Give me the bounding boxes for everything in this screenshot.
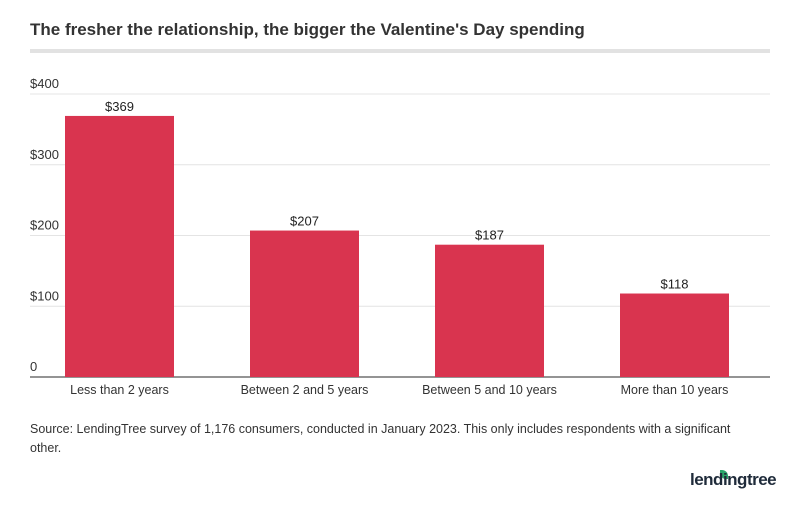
y-tick-label: $100 [30, 288, 59, 303]
y-tick-label: 0 [30, 359, 37, 374]
data-label: $187 [475, 228, 504, 243]
bar [65, 115, 174, 378]
bar [435, 244, 544, 377]
bar-chart: 0 $100 $200 $300 $400 $369 Less than 2 years $2… [30, 76, 770, 397]
x-tick-label: Less than 2 years [70, 383, 169, 397]
y-tick-label: $400 [30, 76, 59, 91]
y-tick-label: $200 [30, 218, 59, 233]
data-label: $369 [105, 99, 134, 114]
leaf-icon [720, 470, 728, 479]
bar [620, 293, 729, 377]
lendingtree-logo: lendingtree [690, 470, 777, 489]
source-note: Source: LendingTree survey of 1,176 cons… [30, 422, 731, 455]
data-label: $118 [661, 277, 689, 292]
data-label: $207 [290, 214, 319, 229]
y-tick-label: $300 [30, 147, 59, 162]
bar [250, 230, 359, 377]
x-tick-label: More than 10 years [621, 383, 729, 397]
x-tick-label: Between 5 and 10 years [422, 383, 557, 397]
chart-title: The fresher the relationship, the bigger… [30, 20, 585, 39]
x-tick-label: Between 2 and 5 years [241, 383, 369, 397]
title-divider [30, 49, 770, 53]
